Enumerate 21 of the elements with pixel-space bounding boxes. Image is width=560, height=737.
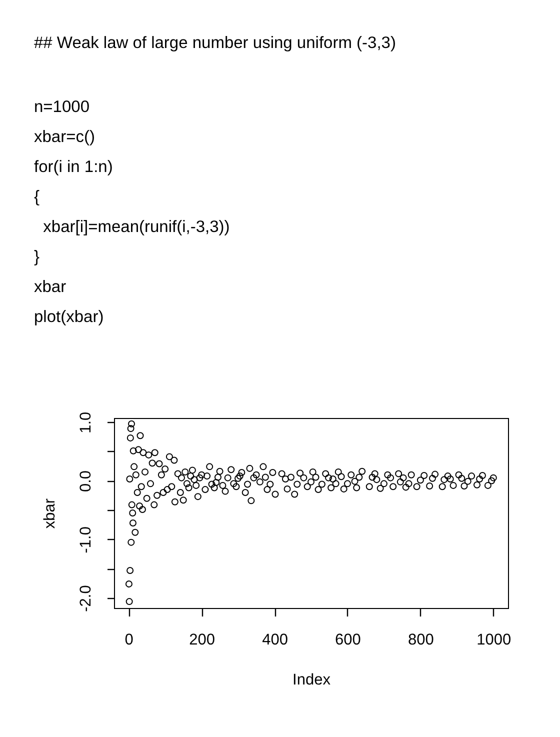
text: xbar[i]=mean(runif(i,-3,3)) <box>42 218 230 236</box>
text: for(i in 1:n) <box>34 158 113 176</box>
text: } <box>34 248 40 266</box>
y-axis-title: xbar <box>42 498 58 529</box>
y-tick-label: 0.0 <box>78 470 94 492</box>
x-axis-title: Index <box>292 672 331 688</box>
chart-title: ## Weak law of large number using uniform (-3,3) <box>34 34 396 52</box>
y-tick-label: -1.0 <box>78 526 94 554</box>
text: n=1000 <box>34 98 90 116</box>
y-tick-label: -2.0 <box>78 584 94 612</box>
y-tick-label: 1.0 <box>78 411 94 434</box>
x-tick-label: 200 <box>189 632 216 648</box>
x-tick-label: 400 <box>262 632 288 648</box>
x-tick-label: 1000 <box>476 632 512 648</box>
text: plot(xbar) <box>34 308 104 326</box>
text: xbar <box>34 278 66 296</box>
x-tick-label: 0 <box>124 632 134 648</box>
text: xbar=c() <box>34 128 95 146</box>
text: { <box>34 188 40 206</box>
x-tick-label: 600 <box>335 632 362 648</box>
x-tick-label: 800 <box>408 632 434 648</box>
